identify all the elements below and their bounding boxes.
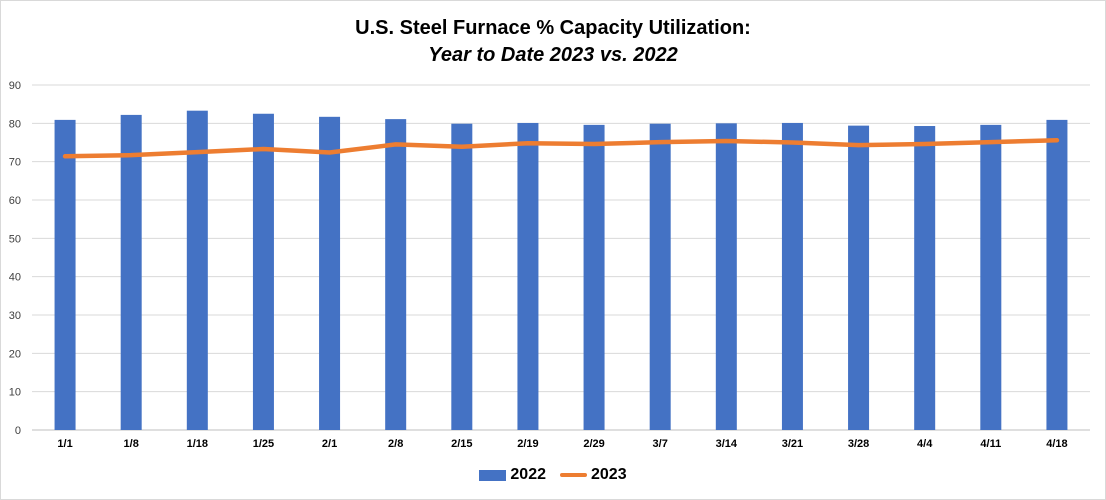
- bar-2022: [517, 122, 539, 430]
- legend-swatch-2023: [560, 473, 587, 477]
- x-tick-label: 2/29: [583, 438, 604, 450]
- point-2023: [525, 141, 530, 146]
- legend-label-2022: 2022: [510, 466, 546, 483]
- gridlines: [32, 84, 1090, 431]
- y-tick-label: 70: [9, 157, 21, 169]
- legend-swatch-2022: [479, 469, 507, 481]
- chart-title: U.S. Steel Furnace % Capacity Utilizatio…: [355, 17, 751, 39]
- x-tick-label: 1/25: [253, 438, 274, 450]
- point-2023: [327, 150, 332, 155]
- legend: 2022 2023: [0, 466, 1106, 484]
- y-tick-label: 0: [15, 425, 21, 437]
- point-2023: [459, 144, 464, 149]
- y-tick-label: 60: [9, 195, 21, 207]
- y-tick-label: 90: [9, 80, 21, 92]
- y-tick-label: 40: [9, 272, 21, 284]
- series-line-2023: [62, 137, 1060, 159]
- legend-label-2023: 2023: [591, 466, 627, 483]
- x-tick-label: 3/28: [848, 438, 869, 450]
- x-tick-label: 2/15: [451, 438, 472, 450]
- point-2023: [1054, 138, 1059, 143]
- point-2023: [195, 150, 200, 155]
- bar-2022: [715, 123, 737, 430]
- bar-2022: [848, 125, 870, 430]
- point-2023: [922, 142, 927, 147]
- point-2023: [658, 140, 663, 145]
- bar-2022: [120, 114, 142, 431]
- line-2023: [62, 137, 1060, 159]
- x-tick-label: 1/8: [124, 438, 139, 450]
- legend-item-2022: 2022: [479, 466, 546, 484]
- point-2023: [592, 142, 597, 147]
- bar-2022: [980, 124, 1002, 430]
- x-tick-label: 2/1: [322, 438, 337, 450]
- x-tick-label: 1/1: [57, 438, 72, 450]
- bar-2022: [583, 124, 605, 430]
- bars-2022: [54, 110, 1068, 431]
- x-tick-label: 2/19: [517, 438, 538, 450]
- point-2023: [988, 140, 993, 145]
- point-2023: [790, 140, 795, 145]
- point-2023: [261, 147, 266, 152]
- x-tick-label: 4/11: [980, 438, 1001, 450]
- bar-2022: [186, 110, 208, 430]
- point-2023: [63, 154, 68, 159]
- bar-2022: [319, 116, 341, 431]
- y-tick-label: 20: [9, 348, 21, 360]
- legend-item-2023: 2023: [560, 466, 627, 484]
- bar-2022: [252, 113, 274, 430]
- point-2023: [724, 138, 729, 143]
- bar-2022: [1046, 119, 1068, 430]
- x-tick-labels: 1/1 1/8 1/18 1/25 2/1 2/8 2/15 2/19 2/29 3/7 3/14 3…: [57, 438, 1067, 450]
- point-2023: [129, 153, 134, 158]
- y-tick-label: 10: [9, 387, 21, 399]
- bar-2022: [54, 119, 76, 430]
- x-tick-label: 4/4: [917, 438, 933, 450]
- x-tick-label: 2/8: [388, 438, 403, 450]
- chart-subtitle: Year to Date 2023 vs. 2022: [428, 44, 678, 66]
- point-2023: [393, 142, 398, 147]
- x-tick-label: 1/18: [187, 438, 208, 450]
- bar-2022: [914, 126, 936, 431]
- y-tick-labels: 0 10 20 30 40 50 60 70 80 90: [9, 80, 21, 437]
- x-tick-label: 3/14: [716, 438, 738, 450]
- bar-2022: [385, 119, 407, 430]
- y-tick-label: 80: [9, 118, 21, 130]
- x-tick-label: 4/18: [1046, 438, 1067, 450]
- bar-2022: [649, 123, 671, 430]
- point-2023: [856, 143, 861, 148]
- bar-2022: [451, 123, 473, 430]
- bar-2022: [781, 122, 803, 430]
- y-tick-label: 50: [9, 233, 21, 245]
- y-tick-label: 30: [9, 310, 21, 322]
- x-tick-label: 3/7: [653, 438, 668, 450]
- x-tick-label: 3/21: [782, 438, 803, 450]
